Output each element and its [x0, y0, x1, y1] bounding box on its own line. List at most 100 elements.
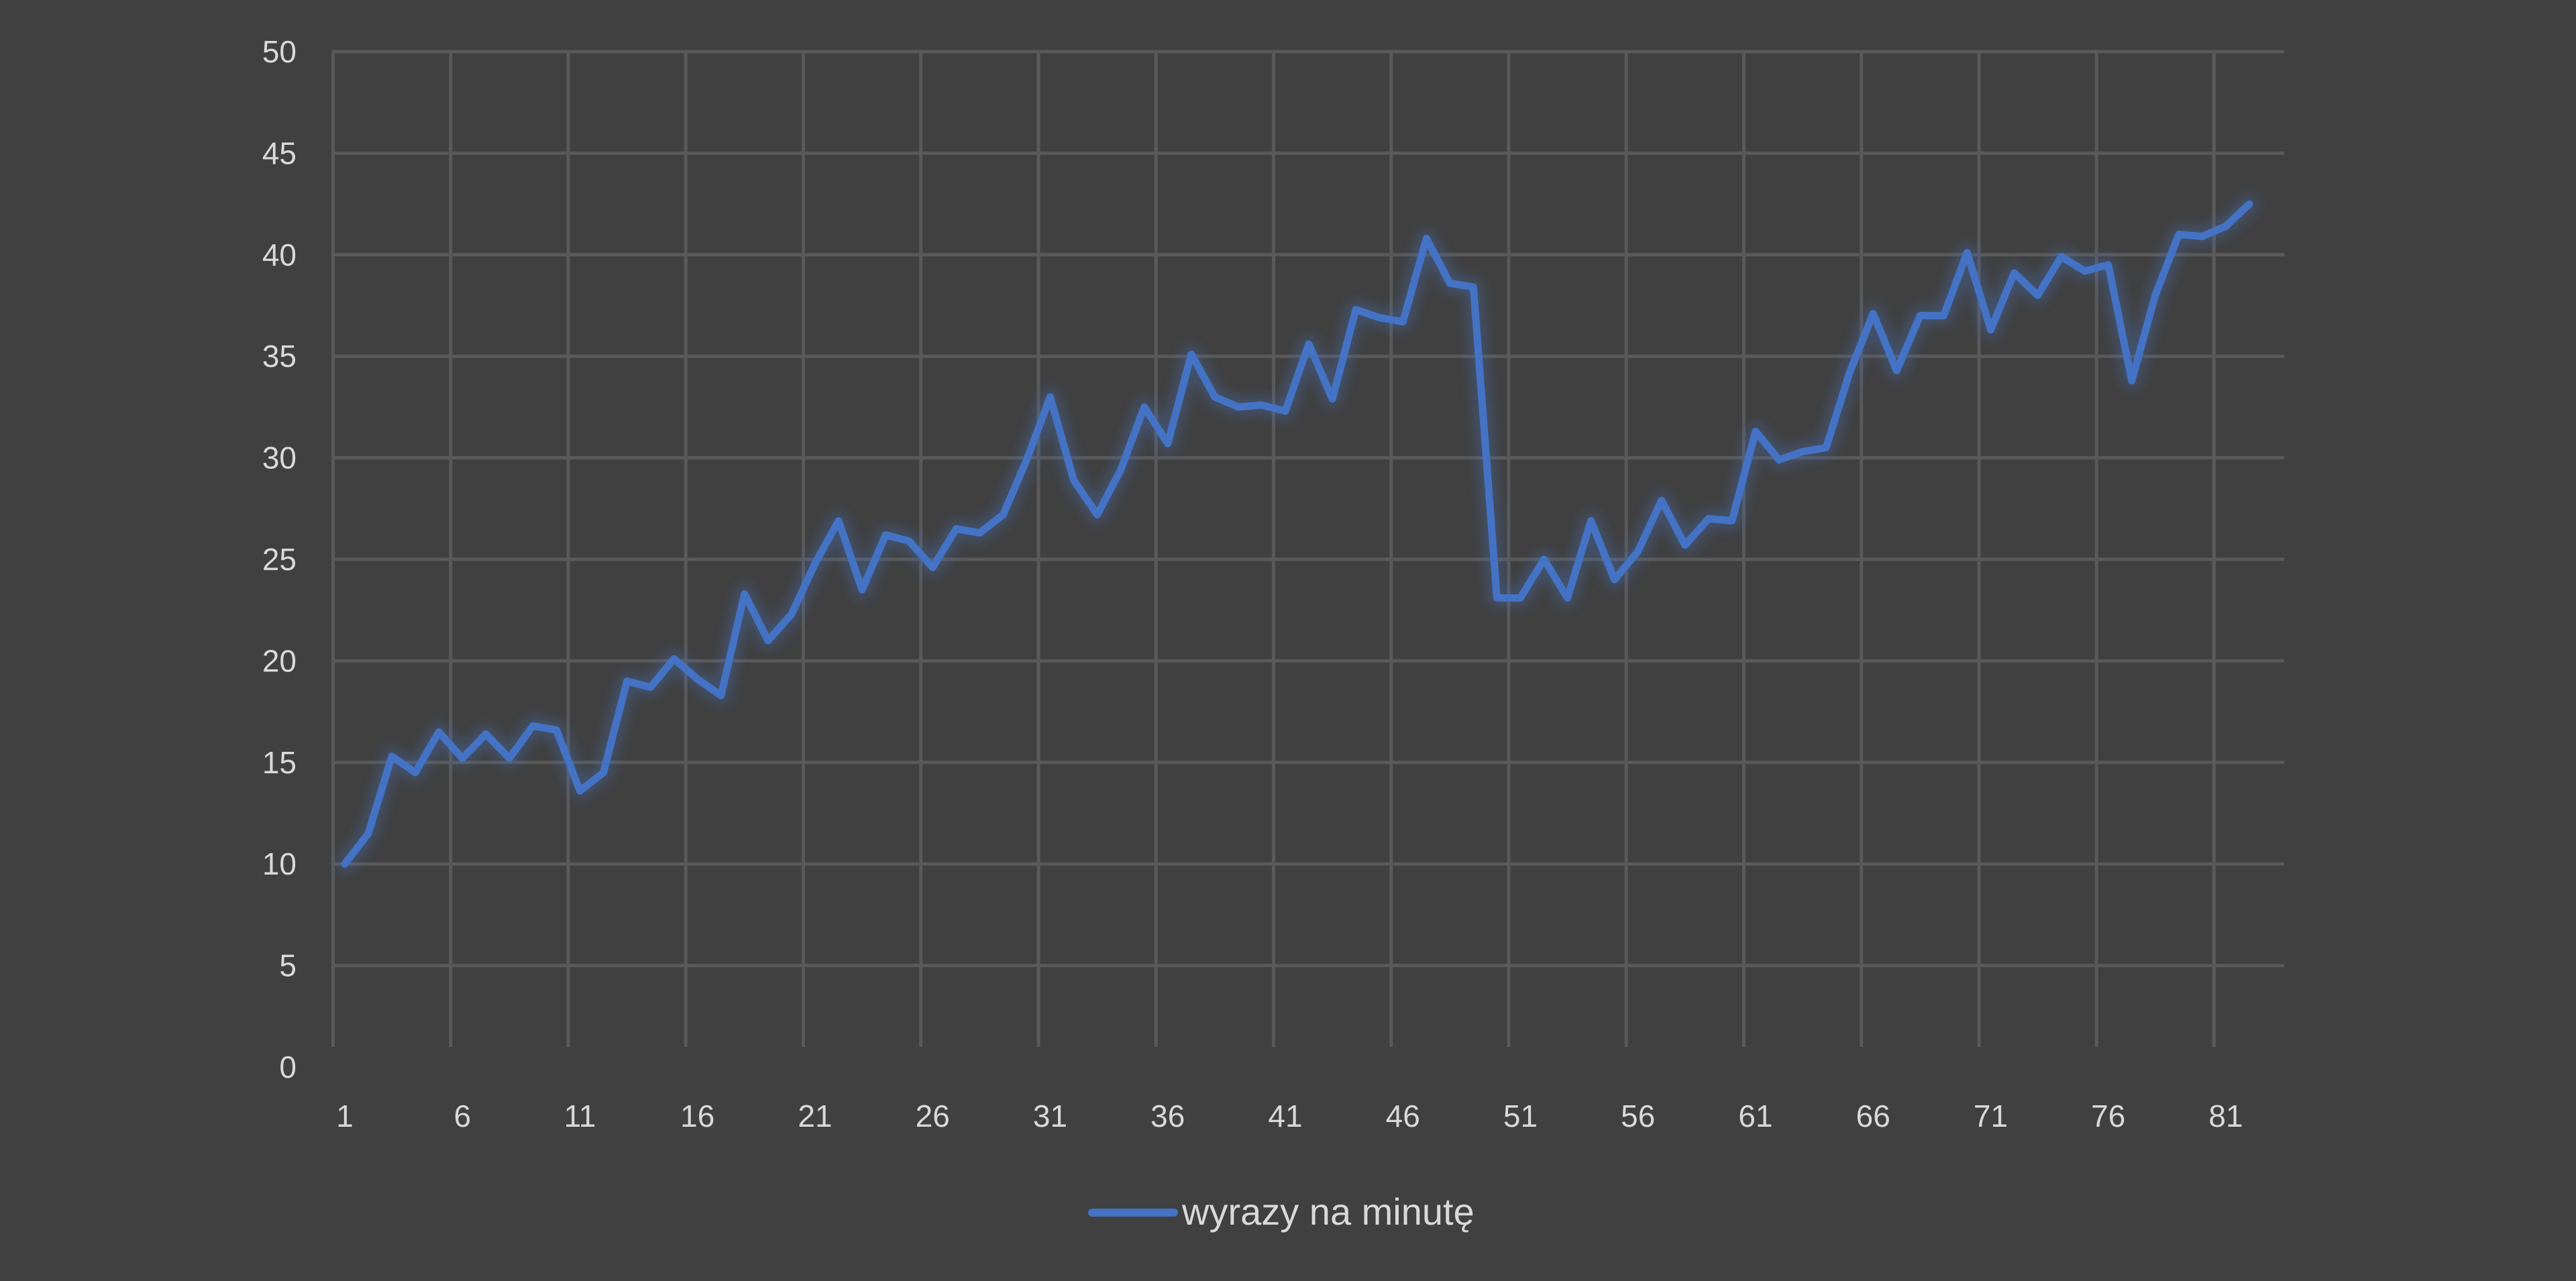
- data-point-55: [1614, 579, 1615, 580]
- x-tick-label-31: 31: [1033, 1099, 1067, 1133]
- x-axis-tick-labels: 1 6 11 16 21 26 31 36 41 46 51 56 61 66 71 76 81: [336, 1099, 2243, 1133]
- data-point-3: [391, 756, 392, 757]
- y-tick-label-30: 30: [262, 441, 297, 476]
- data-point-32: [1073, 480, 1075, 481]
- data-point-81: [2225, 225, 2226, 227]
- x-tick-label-6: 6: [453, 1099, 471, 1133]
- y-tick-label-45: 45: [262, 135, 297, 170]
- series-layer: [336, 195, 2258, 873]
- data-point-52: [1544, 559, 1545, 560]
- data-point-20: [791, 614, 792, 615]
- legend: wyrazy na minutę: [1088, 1190, 1474, 1233]
- y-tick-label-25: 25: [262, 542, 297, 577]
- data-point-54: [1591, 520, 1592, 522]
- x-tick-label-1: 1: [336, 1099, 354, 1133]
- x-tick-label-46: 46: [1386, 1099, 1420, 1133]
- data-point-30: [1026, 459, 1027, 461]
- y-tick-label-15: 15: [262, 745, 297, 780]
- data-point-62: [1778, 459, 1780, 461]
- data-point-66: [1872, 313, 1874, 315]
- data-point-53: [1567, 598, 1568, 599]
- data-point-59: [1708, 518, 1709, 519]
- data-point-18: [744, 594, 745, 595]
- y-tick-label-50: 50: [262, 34, 297, 69]
- data-point-22: [838, 520, 839, 522]
- data-point-8: [508, 758, 510, 759]
- data-point-7: [485, 733, 486, 734]
- data-point-61: [1755, 431, 1756, 432]
- data-point-34: [1120, 469, 1122, 471]
- data-point-65: [1849, 372, 1850, 373]
- x-tick-label-16: 16: [680, 1099, 714, 1133]
- data-point-60: [1731, 520, 1733, 522]
- data-point-37: [1191, 353, 1192, 355]
- data-point-74: [2061, 256, 2062, 258]
- data-point-57: [1661, 500, 1662, 501]
- x-tick-label-36: 36: [1150, 1099, 1185, 1133]
- data-point-75: [2084, 270, 2086, 272]
- x-tick-label-71: 71: [1974, 1099, 2008, 1133]
- data-point-56: [1638, 551, 1639, 552]
- x-tick-label-61: 61: [1738, 1099, 1772, 1133]
- data-point-13: [627, 681, 628, 682]
- series-line-wyrazy-na-minute: [341, 200, 2253, 868]
- data-point-77: [2131, 380, 2133, 382]
- data-point-69: [1943, 315, 1944, 317]
- data-point-36: [1167, 443, 1169, 444]
- data-point-47: [1426, 238, 1427, 239]
- data-point-16: [697, 679, 698, 680]
- data-point-58: [1684, 545, 1686, 546]
- data-point-46: [1402, 321, 1403, 323]
- data-point-31: [1050, 396, 1051, 398]
- data-point-80: [2202, 236, 2203, 237]
- x-tick-label-51: 51: [1503, 1099, 1538, 1133]
- data-point-50: [1496, 598, 1497, 599]
- data-point-82: [2249, 203, 2250, 205]
- data-point-10: [556, 729, 557, 730]
- data-point-27: [955, 528, 957, 530]
- data-point-26: [932, 567, 933, 568]
- x-tick-label-11: 11: [564, 1099, 596, 1133]
- x-tick-label-76: 76: [2091, 1099, 2125, 1133]
- data-point-41: [1285, 410, 1286, 412]
- data-point-72: [2014, 272, 2015, 274]
- data-point-2: [368, 833, 369, 834]
- data-point-45: [1379, 317, 1380, 319]
- data-point-24: [885, 535, 886, 536]
- x-tick-label-26: 26: [916, 1099, 950, 1133]
- data-point-11: [580, 790, 581, 791]
- data-point-48: [1449, 282, 1450, 284]
- data-point-5: [438, 731, 439, 732]
- data-point-42: [1308, 343, 1309, 345]
- data-point-51: [1520, 598, 1521, 599]
- data-point-29: [1002, 514, 1004, 515]
- data-point-43: [1332, 398, 1333, 400]
- data-point-17: [720, 695, 722, 696]
- y-axis-tick-labels: 0 5 10 15 20 25 30 35 40 45 50: [262, 34, 297, 1084]
- data-point-15: [674, 658, 675, 659]
- data-point-78: [2155, 294, 2156, 296]
- data-point-79: [2178, 234, 2180, 235]
- y-tick-label-10: 10: [262, 846, 297, 881]
- data-point-19: [767, 640, 769, 641]
- data-point-38: [1214, 396, 1216, 398]
- gridlines: [331, 50, 2284, 1047]
- y-tick-label-5: 5: [279, 948, 297, 983]
- data-point-39: [1238, 406, 1239, 408]
- data-point-71: [1990, 329, 1992, 331]
- x-tick-label-81: 81: [2208, 1099, 2243, 1133]
- data-point-44: [1355, 309, 1356, 311]
- x-tick-label-66: 66: [1856, 1099, 1890, 1133]
- data-point-23: [861, 589, 863, 590]
- data-point-14: [650, 687, 651, 688]
- y-tick-label-0: 0: [279, 1050, 297, 1084]
- data-point-33: [1097, 514, 1098, 515]
- y-tick-label-40: 40: [262, 237, 297, 272]
- data-point-70: [1966, 252, 1968, 254]
- data-point-68: [1919, 315, 1921, 317]
- data-point-49: [1472, 286, 1474, 288]
- data-point-67: [1896, 370, 1897, 371]
- y-tick-label-35: 35: [262, 339, 297, 374]
